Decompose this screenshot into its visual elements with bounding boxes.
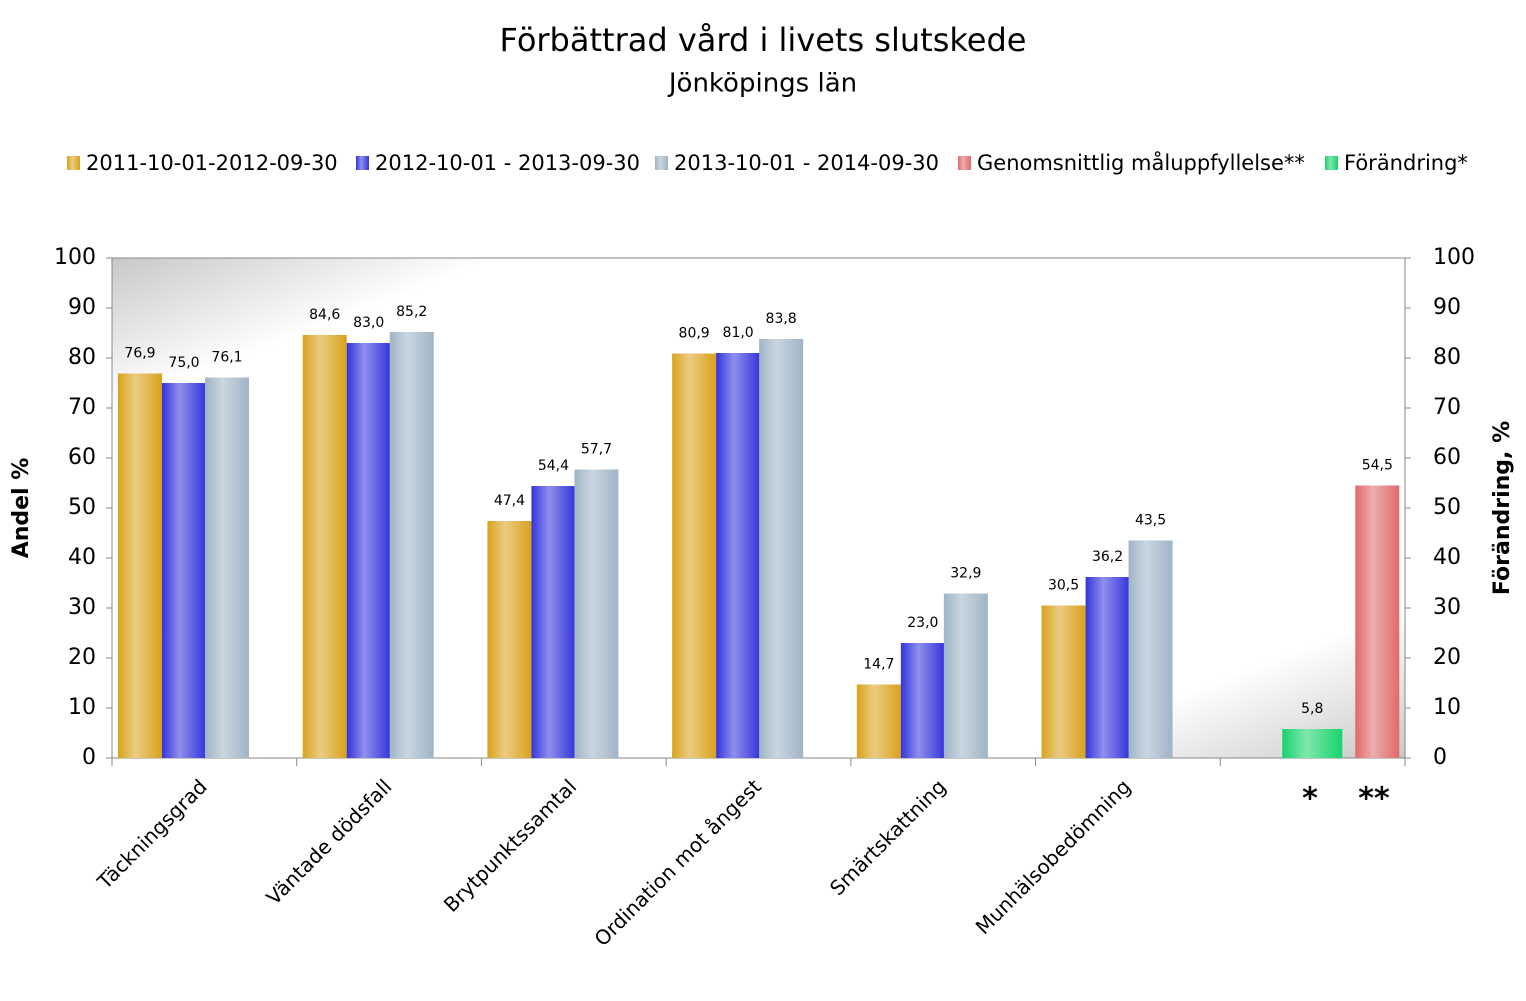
data-label: 85,2 [396,304,427,320]
legend-label: Genomsnittlig måluppfyllelse** [977,150,1305,175]
x-tick-label: Täckningsgrad [92,774,212,894]
bar [1355,485,1400,758]
legend-label: Förändring* [1344,151,1468,175]
legend-swatch [356,156,369,170]
x-tick-label: Brytpunktssamtal [439,774,581,916]
bar [118,373,162,758]
data-label: 32,9 [950,566,981,582]
legend-swatch [67,156,80,170]
data-label: 76,9 [124,346,155,362]
bar [672,353,717,758]
x-tick-label: Smärtskattning [825,774,951,900]
data-label: 5,8 [1301,701,1323,717]
y-tick-label: 100 [54,245,96,270]
y-tick-label: 30 [68,595,96,620]
bar [1128,540,1173,758]
y-tick-label: 50 [68,495,96,520]
y-tick-label: 90 [68,295,96,320]
bar [716,353,761,758]
y-tick-label: 80 [68,345,96,370]
y-tick-label: 0 [82,745,96,770]
data-label: 54,4 [538,458,569,474]
x-tick-label: Munhälsobedömning [971,774,1136,939]
data-label: 36,2 [1092,549,1123,565]
bar [1041,605,1086,758]
data-label: 14,7 [863,657,894,673]
legend-label: 2012-10-01 - 2013-09-30 [375,151,640,175]
legend-swatch [655,156,668,170]
y2-tick-label: 80 [1433,345,1461,370]
bar [574,469,619,758]
data-label: 75,0 [168,355,199,371]
y-tick-label: 20 [68,645,96,670]
legend-swatch [1325,156,1338,170]
y2-tick-label: 90 [1433,295,1461,320]
x-tick-label: Ordination mot ångest [589,774,766,951]
bar [856,684,901,758]
chart-subtitle: Jönköpings län [667,69,857,99]
data-label: 47,4 [494,493,525,509]
data-label: 83,0 [353,315,384,331]
annotation: ** [1358,782,1390,817]
legend-label: 2013-10-01 - 2014-09-30 [674,151,939,175]
y2-tick-label: 10 [1433,695,1461,720]
y-tick-label: 60 [68,445,96,470]
bar [389,332,434,758]
bar [487,521,532,758]
y-axis-label: Andel % [9,458,34,559]
data-label: 80,9 [679,326,710,342]
data-label: 76,1 [211,350,242,366]
data-label: 57,7 [581,442,612,458]
annotation: * [1302,782,1318,817]
y2-tick-label: 70 [1433,395,1461,420]
data-label: 81,0 [723,325,754,341]
data-label: 30,5 [1048,578,1079,594]
data-label: 23,0 [907,615,938,631]
y2-tick-label: 100 [1433,245,1475,270]
legend-swatch [958,156,971,170]
data-label: 54,5 [1362,458,1393,474]
y2-tick-label: 50 [1433,495,1461,520]
bar [205,377,249,758]
y2-axis-label: Förändring, % [1490,421,1515,595]
y-tick-label: 70 [68,395,96,420]
bar [1085,577,1130,758]
legend-label: 2011-10-01-2012-09-30 [86,151,338,175]
bar [900,643,945,758]
chart-title: Förbättrad vård i livets slutskede [500,21,1027,59]
y-tick-label: 10 [68,695,96,720]
bar [162,383,206,758]
y2-tick-label: 40 [1433,545,1461,570]
bar [346,343,391,758]
y2-tick-label: 60 [1433,445,1461,470]
y2-tick-label: 20 [1433,645,1461,670]
bar [302,335,347,758]
bar [943,593,988,758]
bar [1282,729,1343,758]
data-label: 43,5 [1135,513,1166,529]
x-tick-label: Väntade dödsfall [261,774,396,909]
y2-tick-label: 0 [1433,745,1447,770]
y2-tick-label: 30 [1433,595,1461,620]
bar [531,486,576,758]
y-tick-label: 40 [68,545,96,570]
bar [759,339,804,758]
data-label: 84,6 [309,307,340,323]
data-label: 83,8 [766,311,797,327]
